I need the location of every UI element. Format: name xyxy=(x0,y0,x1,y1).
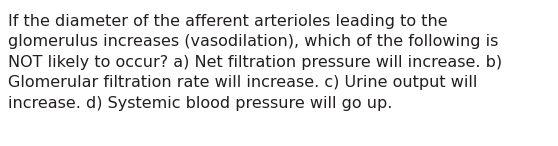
Text: If the diameter of the afferent arterioles leading to the
glomerulus increases (: If the diameter of the afferent arteriol… xyxy=(8,14,502,111)
